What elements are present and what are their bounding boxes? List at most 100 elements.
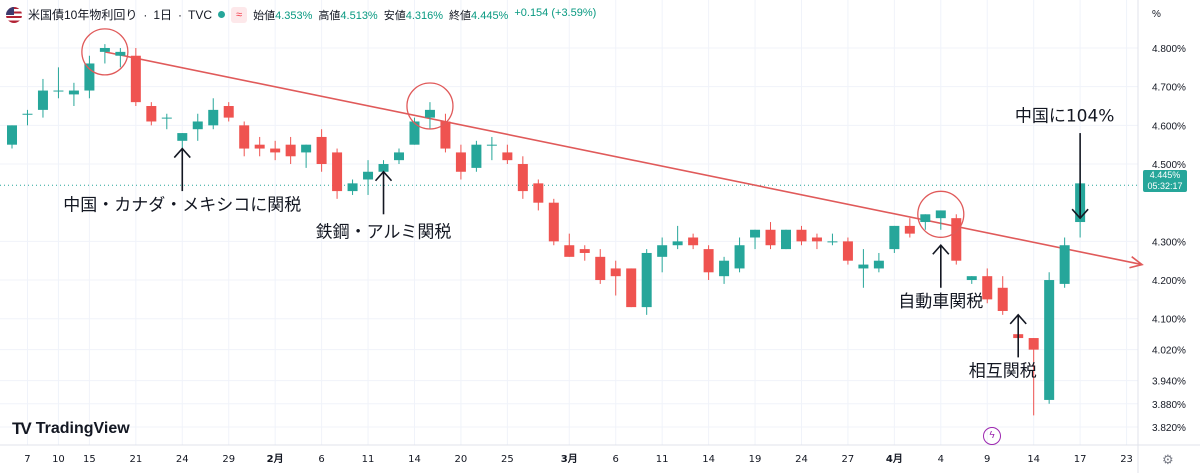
candle[interactable]	[254, 136, 265, 157]
candle[interactable]	[409, 117, 420, 145]
candle[interactable]	[781, 229, 791, 250]
candle[interactable]	[301, 144, 312, 168]
gear-icon[interactable]: ⚙	[1162, 452, 1174, 467]
candle[interactable]	[239, 121, 250, 157]
candle[interactable]	[904, 218, 915, 238]
candle[interactable]	[161, 113, 172, 130]
candle[interactable]	[533, 179, 544, 211]
candle[interactable]	[22, 109, 33, 126]
candle[interactable]	[935, 210, 946, 230]
candle[interactable]	[827, 233, 838, 246]
candle-body	[1059, 245, 1070, 284]
candle[interactable]	[750, 229, 761, 250]
candle[interactable]	[440, 113, 451, 153]
candle[interactable]	[765, 222, 776, 250]
candle[interactable]	[595, 249, 606, 284]
candle[interactable]	[626, 268, 637, 308]
candle[interactable]	[84, 55, 95, 99]
candle[interactable]	[363, 160, 374, 195]
candle[interactable]	[610, 260, 621, 296]
current-price-value: 4.445%	[1149, 170, 1181, 180]
legend-separator-2: ·	[178, 7, 183, 22]
candle[interactable]	[982, 268, 993, 304]
candle[interactable]	[1044, 272, 1055, 404]
candle[interactable]	[115, 48, 126, 68]
candle[interactable]	[858, 249, 869, 288]
y-axis[interactable]: 4.800% 4.700% 4.600% 4.500% 4.300% 4.200% 4.10…	[1152, 44, 1186, 434]
candle-body	[982, 276, 993, 300]
candle[interactable]	[68, 82, 79, 107]
candle-body	[394, 152, 404, 161]
x-axis[interactable]: 7 10 15 21 24 29 2月 6 11 14 20 25 3月 6 11 14 19 24 27 4月 4 9 1…	[24, 453, 1133, 465]
y-tick-label: 4.100%	[1152, 315, 1186, 326]
candle[interactable]	[672, 225, 683, 250]
candle-body	[920, 214, 931, 223]
candle-body	[192, 121, 203, 130]
candle[interactable]	[130, 48, 141, 107]
axis-unit-label[interactable]: %	[1152, 9, 1161, 20]
candle[interactable]	[99, 44, 110, 64]
candle[interactable]	[471, 140, 482, 172]
candle[interactable]	[811, 233, 822, 250]
candle-body	[254, 144, 265, 149]
candle[interactable]	[997, 276, 1008, 315]
candle[interactable]	[37, 78, 48, 118]
candle-body	[301, 144, 312, 153]
candle[interactable]	[657, 237, 668, 273]
candle[interactable]	[1028, 338, 1039, 416]
candle[interactable]	[966, 276, 977, 284]
candle[interactable]	[734, 237, 745, 273]
candle[interactable]	[548, 198, 559, 246]
candle[interactable]	[53, 67, 64, 99]
candle-body	[424, 109, 435, 118]
candle[interactable]	[502, 144, 513, 165]
candle[interactable]	[424, 102, 435, 130]
candle[interactable]	[920, 214, 931, 230]
candle[interactable]	[316, 129, 327, 172]
candle[interactable]	[951, 214, 962, 265]
interval-label[interactable]: 1日	[153, 8, 173, 22]
tradingview-logo[interactable]: TV TradingView	[12, 419, 130, 439]
candle[interactable]	[332, 148, 343, 199]
candle[interactable]	[192, 113, 203, 141]
candle-body	[672, 241, 683, 246]
candle[interactable]	[7, 125, 17, 149]
candle-body	[765, 229, 776, 246]
candle[interactable]	[208, 98, 219, 130]
candle[interactable]	[270, 140, 281, 161]
candle-body	[641, 252, 652, 308]
annotation-arrowhead	[1071, 208, 1089, 220]
candle[interactable]	[873, 252, 884, 273]
approx-icon[interactable]: ≈	[231, 6, 248, 23]
candle[interactable]	[579, 245, 590, 261]
candle[interactable]	[146, 102, 157, 126]
candle[interactable]	[177, 133, 188, 149]
candle-body	[533, 183, 544, 203]
candle[interactable]	[486, 136, 497, 161]
trendline	[104, 51, 1143, 266]
candle[interactable]	[285, 136, 296, 165]
candle[interactable]	[347, 179, 358, 195]
candle[interactable]	[842, 237, 853, 265]
candle[interactable]	[889, 225, 900, 253]
candle[interactable]	[394, 148, 404, 165]
candle[interactable]	[719, 256, 730, 284]
candle-body	[7, 125, 17, 145]
candle[interactable]	[564, 233, 575, 257]
candle[interactable]	[703, 245, 714, 281]
candle[interactable]	[796, 225, 807, 246]
x-tick-label: 9	[984, 454, 990, 465]
annotation-arrowhead	[1009, 313, 1027, 325]
annotation-arrowhead	[173, 147, 191, 159]
candle[interactable]	[641, 249, 652, 315]
candle-body	[223, 106, 234, 118]
candle[interactable]	[223, 102, 234, 122]
candle[interactable]	[517, 156, 528, 199]
symbol-name[interactable]: 米国債10年物利回り	[28, 8, 138, 22]
candle[interactable]	[455, 144, 466, 180]
bolt-icon[interactable]: ϟ	[983, 427, 1001, 445]
candle-body	[811, 237, 822, 242]
candle[interactable]	[1059, 237, 1070, 288]
candle[interactable]	[688, 233, 699, 250]
